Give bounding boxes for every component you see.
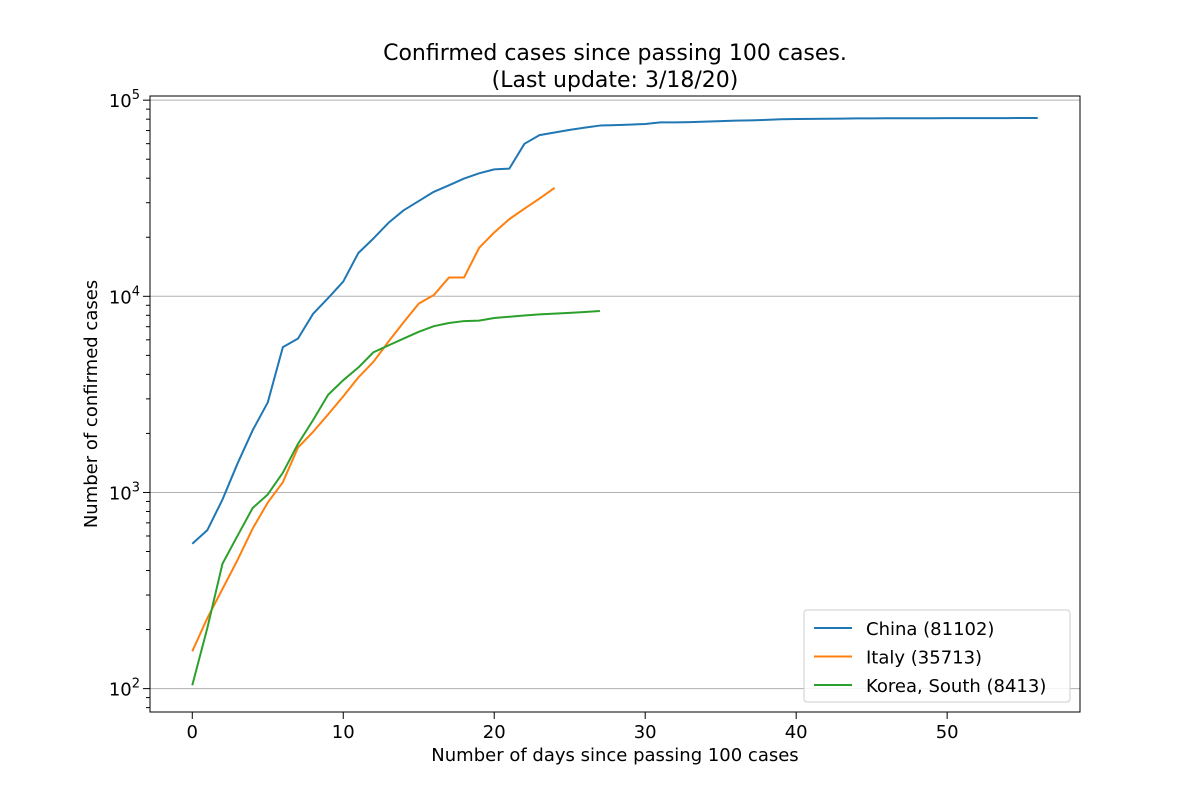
x-tick-label: 30 xyxy=(634,722,657,743)
grid-layer xyxy=(150,99,1080,690)
y-tick-label: 103 xyxy=(109,480,140,504)
y-tick-exponent: 2 xyxy=(132,677,140,692)
x-axis: 0 10 20 30 40 50 xyxy=(187,712,959,743)
legend-box xyxy=(803,609,1071,703)
x-tick-label: 50 xyxy=(936,722,959,743)
y-tick-label: 102 xyxy=(109,677,140,701)
y-tick-label: 104 xyxy=(109,284,140,308)
series-line-2 xyxy=(191,310,600,686)
series-layer xyxy=(191,117,1038,686)
legend-label-0: China (81102) xyxy=(866,619,994,640)
series-line-1 xyxy=(191,187,556,652)
y-tick-exponent: 4 xyxy=(132,284,140,299)
y-tick-base: 10 xyxy=(109,91,132,112)
x-tick-label: 10 xyxy=(332,722,355,743)
x-axis-label: Number of days since passing 100 cases xyxy=(431,745,798,766)
y-tick-base: 10 xyxy=(109,680,132,701)
x-tick-label: 0 xyxy=(187,722,198,743)
y-tick-base: 10 xyxy=(109,483,132,504)
chart-title-line-2: (Last update: 3/18/20) xyxy=(492,68,739,93)
legend-label-2: Korea, South (8413) xyxy=(866,676,1046,697)
x-tick-label: 40 xyxy=(785,722,808,743)
legend: China (81102) Italy (35713) Korea, South (… xyxy=(803,609,1071,703)
x-tick-label: 20 xyxy=(483,722,506,743)
series-line-0 xyxy=(191,117,1038,545)
y-tick-exponent: 3 xyxy=(132,480,140,495)
y-tick-label: 105 xyxy=(109,88,140,112)
plot-frame xyxy=(149,95,1081,713)
y-tick-exponent: 5 xyxy=(132,88,140,103)
y-axis-label: Number of confirmed cases xyxy=(81,280,102,528)
y-tick-base: 10 xyxy=(109,287,132,308)
legend-label-1: Italy (35713) xyxy=(866,648,982,669)
chart-title-line-1: Confirmed cases since passing 100 cases. xyxy=(383,41,847,66)
